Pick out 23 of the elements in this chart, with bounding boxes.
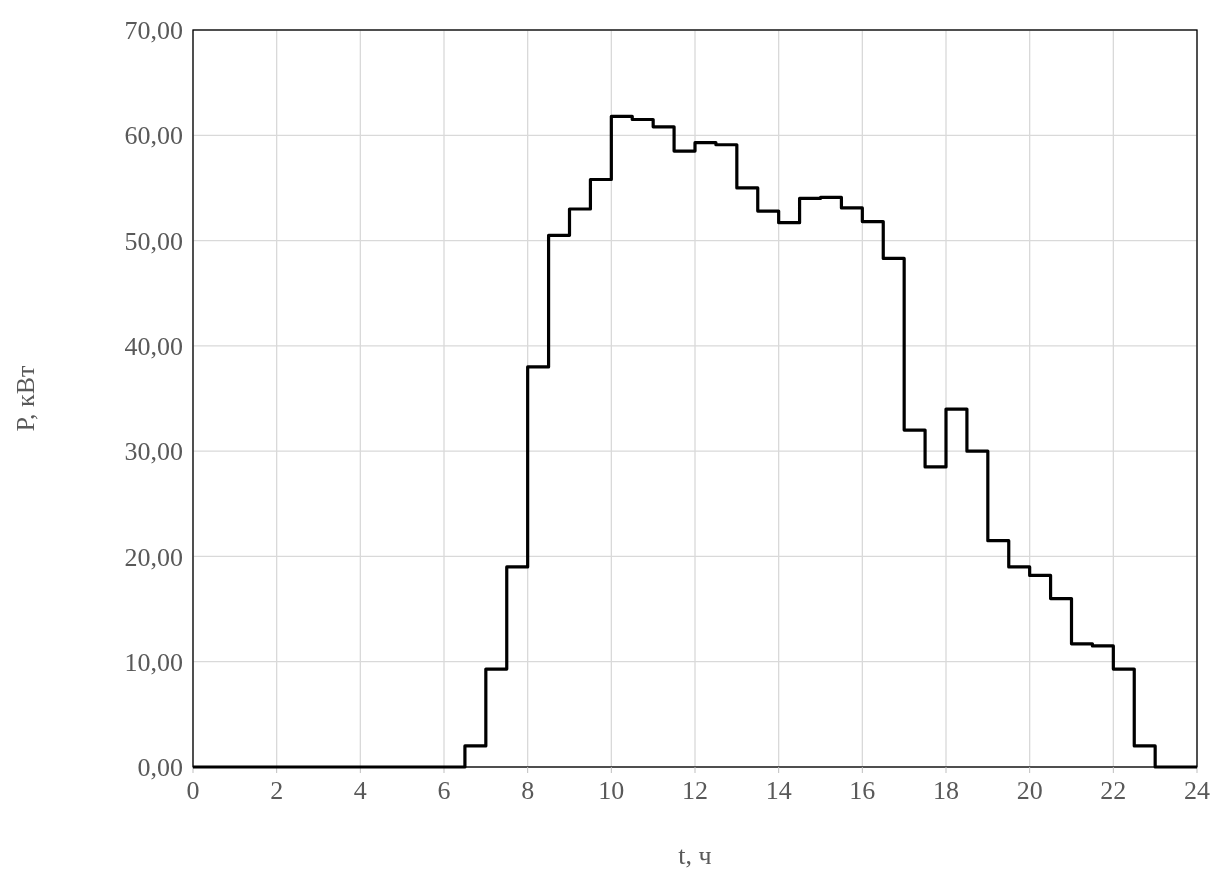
y-tick-label: 10,00 <box>124 647 183 677</box>
y-tick-label: 60,00 <box>124 121 183 151</box>
x-tick-label: 20 <box>1016 776 1043 805</box>
y-tick-label: 0,00 <box>137 753 183 783</box>
y-tick-label: 30,00 <box>124 437 183 467</box>
x-tick-label: 0 <box>186 776 200 805</box>
y-tick-label: 70,00 <box>124 16 183 46</box>
x-tick-label: 12 <box>682 776 708 805</box>
x-tick-label: 8 <box>521 776 535 805</box>
y-tick-label: 50,00 <box>124 226 183 256</box>
x-tick-label: 4 <box>353 776 367 805</box>
x-tick-label: 16 <box>849 776 876 805</box>
x-axis-title: t, ч <box>678 841 712 870</box>
y-tick-label: 40,00 <box>124 331 183 361</box>
x-tick-label: 14 <box>765 776 792 805</box>
x-tick-label: 6 <box>437 776 451 805</box>
x-tick-label: 22 <box>1100 776 1127 805</box>
y-tick-label: 20,00 <box>124 542 183 572</box>
x-tick-label: 10 <box>598 776 625 805</box>
y-axis-title: P, кВт <box>11 365 40 432</box>
x-tick-label: 2 <box>270 776 284 805</box>
x-tick-label: 18 <box>933 776 959 805</box>
x-tick-label: 24 <box>1184 776 1210 805</box>
